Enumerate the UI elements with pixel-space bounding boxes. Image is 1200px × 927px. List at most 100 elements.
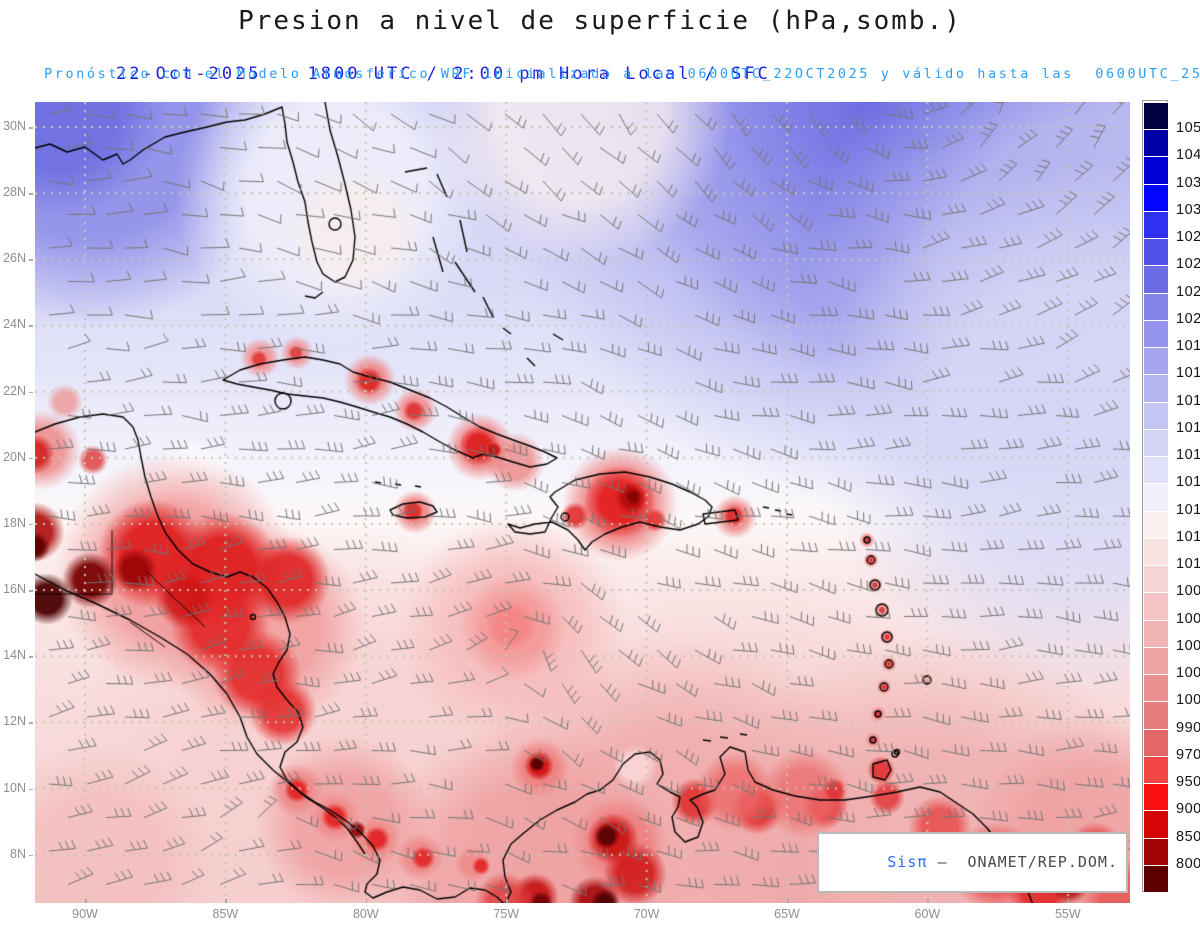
colorbar-cell [1144,347,1168,375]
lon-tick [506,899,508,903]
colorbar-level-label: 1020 [1176,310,1200,327]
lon-tick [646,899,649,903]
colorbar-level-label: 1002 [1176,665,1200,682]
colorbar-cell [1144,592,1168,620]
colorbar-level-label: 1030 [1176,201,1200,218]
colorbar-level-label: 990 [1176,719,1200,736]
attribution-badge: Sisπ – ONAMET/REP.DOM. [817,832,1128,893]
colorbar-cell [1144,728,1168,756]
lon-tick [225,899,227,903]
colorbar-level-label: 1040 [1176,147,1200,164]
lon-tick [1067,899,1070,903]
colorbar-level-label: 1019 [1176,338,1200,355]
colorbar-level-label: 1028 [1176,229,1200,246]
colorbar-cell [1144,183,1168,211]
colorbar-cell [1144,619,1168,647]
colorbar-cell [1144,810,1168,838]
colorbar-level-label: 950 [1176,774,1200,791]
lat-label: 16N [3,582,26,597]
lat-tick [29,391,33,394]
colorbar-cell [1144,238,1168,266]
lat-label: 28N [3,185,26,200]
colorbar-cell [1144,646,1168,675]
lat-label: 20N [3,449,26,464]
pressure-colorbar: 1050 1040 1035 1030 1028 1025 1022 1020 1019 1018… [1142,100,1200,892]
colorbar-level-label: 1000 [1176,692,1200,709]
colorbar-cell [1144,674,1168,702]
colorbar-cell [1144,401,1168,429]
pressure-map: Sisπ – ONAMET/REP.DOM. [35,102,1130,903]
lon-tick [85,899,87,903]
lat-label: 12N [3,714,26,729]
colorbar-cell [1144,428,1168,457]
pressure-field-canvas [35,102,1130,903]
attribution-brand: Sisπ [887,853,928,871]
colorbar-level-label: 850 [1176,828,1200,845]
valid-date: 22-Oct-2025 [115,64,262,84]
colorbar-level-label: 900 [1176,801,1200,818]
lat-tick [29,656,33,658]
lon-tick [787,899,789,903]
lat-label: 18N [3,515,26,530]
colorbar-level-label: 1017 [1176,392,1200,409]
colorbar-level-label: 970 [1176,746,1200,763]
colorbar-level-label: 1018 [1176,365,1200,382]
colorbar-cell [1144,129,1168,157]
lat-label: 26N [3,251,26,266]
lat-label: 30N [3,119,26,133]
colorbar-cell [1144,210,1168,239]
lon-label: 90W [72,907,98,921]
lat-label: 10N [3,780,26,795]
lat-tick [29,325,33,328]
colorbar-level-label: 800 [1176,855,1200,872]
colorbar-cell [1144,783,1168,811]
colorbar-cell [1144,565,1168,593]
lat-tick [29,259,33,261]
colorbar-cell [1144,483,1168,511]
lon-label: 85W [212,907,239,921]
colorbar-level-label: 1010 [1176,556,1200,573]
lon-label: 60W [914,907,941,921]
colorbar-cell [1144,374,1168,402]
colorbar-level-label: 1050 [1176,120,1200,137]
colorbar-cell [1144,837,1168,865]
colorbar-level-label: 1025 [1176,256,1200,273]
colorbar-level-label: 1012 [1176,528,1200,545]
colorbar-cell [1144,319,1168,348]
lat-label: 8N [10,846,26,861]
colorbar-cell [1144,510,1168,538]
lon-tick [365,899,368,903]
colorbar-cell [1144,456,1168,484]
valid-time-line: 22-Oct-2025 1800 UTC / 2:00 pm Hora Local… [63,44,771,104]
colorbar-level-label: 1013 [1176,501,1200,518]
lat-tick [29,127,33,129]
colorbar-cell [1144,292,1168,320]
colorbar-cell [1144,265,1168,293]
colorbar-level-label: 1035 [1176,174,1200,191]
colorbar-strip [1142,100,1168,892]
lat-tick [29,788,33,791]
colorbar-level-label: 1006 [1176,610,1200,627]
lon-label: 75W [493,907,520,921]
colorbar-level-label: 1015 [1176,447,1200,464]
page-title: Presion a nivel de superficie (hPa,somb.… [238,6,962,36]
lon-label: 65W [774,907,800,921]
longitude-axis: 90W 85W 80W 75W 70W 65W 60W 55W [35,899,1130,925]
lon-label: 70W [633,907,660,921]
colorbar-cell [1144,755,1168,784]
lat-label: 22N [3,383,26,398]
lat-tick [29,457,33,460]
lat-tick [29,193,33,195]
colorbar-cell [1144,537,1168,566]
lat-tick [29,590,33,592]
model-init-line: Pronóstico con el Modelo Atmósferico WRF… [44,66,1200,82]
attribution-source: ONAMET/REP.DOM. [967,853,1118,871]
colorbar-cell [1144,701,1168,729]
colorbar-cell [1144,102,1168,130]
lon-label: 55W [1054,907,1081,921]
lat-label: 14N [3,648,26,663]
lat-label: 24N [3,317,26,332]
lat-tick [29,722,33,724]
colorbar-cell [1144,156,1168,184]
